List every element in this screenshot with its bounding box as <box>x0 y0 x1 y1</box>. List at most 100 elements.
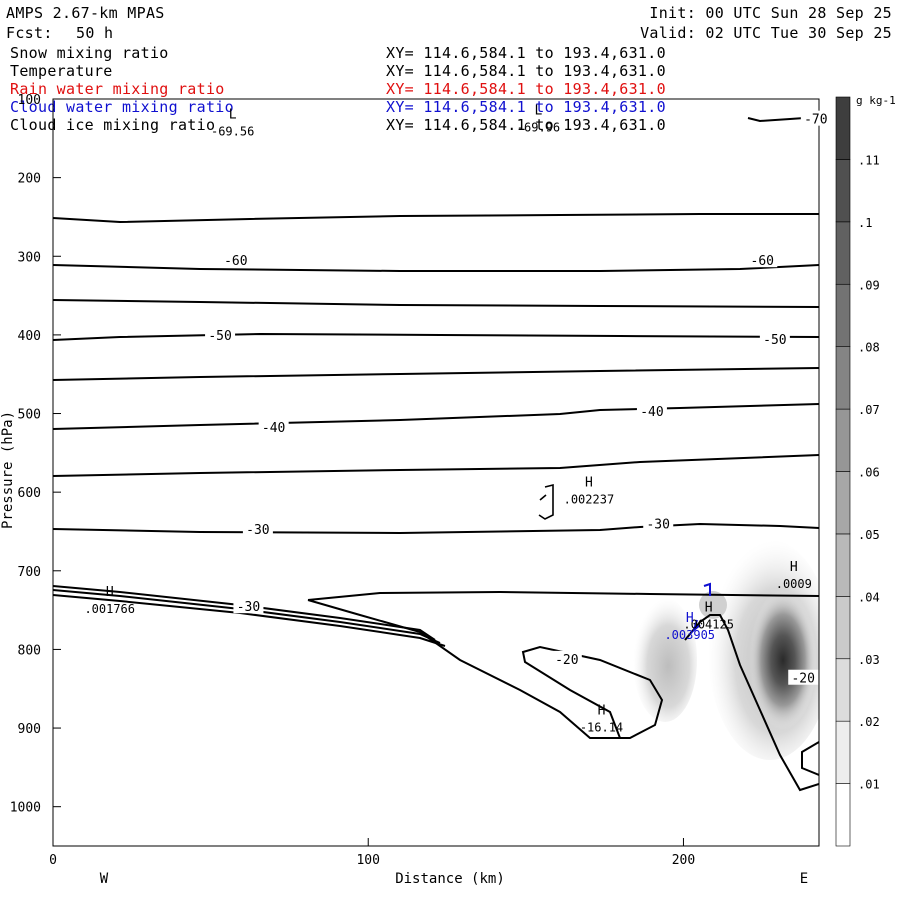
colorbar-swatch-8 <box>835 283 851 347</box>
isotherm-20-east <box>801 741 819 776</box>
x-tick-label-0: 0 <box>49 853 57 868</box>
contour-label-bg <box>636 403 667 419</box>
field-name-cloud-water: Cloud water mixing ratio <box>10 98 234 116</box>
y-tick-label-800: 800 <box>18 643 41 658</box>
extremum-mark-0: L <box>229 108 237 123</box>
shading-west-blob <box>633 598 697 722</box>
colorbar-swatch-1 <box>835 720 851 784</box>
shading-ridge-blob <box>699 591 727 619</box>
extremum-mark-4: H <box>790 560 798 575</box>
y-axis-ticks: 100 200 300 400 500 600 700 800 900 1000 <box>10 93 61 816</box>
extremum-mark-2: H <box>585 476 593 491</box>
extremum-value-1: -69.96 <box>517 121 560 135</box>
colorbar-label-1: .02 <box>858 715 880 729</box>
colorbar-label-2: .03 <box>858 653 880 667</box>
init-time: Init: 00 UTC Sun 28 Sep 25 <box>649 4 892 22</box>
contour-label-8: -30 <box>646 518 669 533</box>
field-name-temperature: Temperature <box>10 62 113 80</box>
cloud-ice-contour <box>538 483 554 520</box>
extremum-value-4: .0009 <box>776 577 812 591</box>
y-tick-label-1000: 1000 <box>10 801 41 816</box>
east-label: E <box>800 871 808 887</box>
extremum-mark-5: H <box>705 601 713 616</box>
colorbar-label-8: .09 <box>858 278 880 292</box>
temperature-contours <box>53 116 819 792</box>
terrain-line-1 <box>53 585 436 641</box>
contour-label-9: -30 <box>237 600 260 615</box>
model-title: AMPS 2.67-km MPAS <box>6 4 165 22</box>
mixing-ratio-shading <box>633 540 819 760</box>
contour-label-bg <box>220 252 251 268</box>
y-tick-label-900: 900 <box>18 722 41 737</box>
colorbar-swatch-11 <box>835 96 851 160</box>
field-xy-rain: XY= 114.6,584.1 to 193.4,631.0 <box>386 80 666 98</box>
contour-label-bg <box>258 418 289 434</box>
colorbar-swatch-10 <box>835 159 851 223</box>
colorbar-label-3: .04 <box>858 590 880 604</box>
contour-label-4: -50 <box>763 333 786 348</box>
cloud-water-arrow <box>692 619 701 633</box>
isotherm-50 <box>53 332 819 341</box>
colorbar-swatch-4 <box>835 533 851 597</box>
extremum-mark-3: H <box>106 585 114 600</box>
colorbar-swatch-0 <box>835 783 851 847</box>
contour-label-5: -40 <box>262 421 285 436</box>
y-tick-label-400: 400 <box>18 329 41 344</box>
contour-label-bg <box>242 521 273 537</box>
extremum-value-2: .002237 <box>564 493 615 507</box>
extremum-mark-6: H <box>686 611 694 626</box>
terrain-line-3 <box>53 594 446 647</box>
forecast-value: 50 h <box>76 24 114 42</box>
extremum-value-0: -69.56 <box>211 125 254 139</box>
colorbar-label-6: .07 <box>858 403 880 417</box>
colorbar-label-7: .08 <box>858 341 880 355</box>
field-name-cloud-ice: Cloud ice mixing ratio <box>10 116 216 134</box>
extremum-mark-7: H <box>598 704 606 719</box>
x-tick-label-200: 200 <box>672 853 695 868</box>
contour-label-bg <box>759 330 790 346</box>
isotherm-35 <box>53 454 819 477</box>
contour-labels: -70 -60 -60 -50 -50 -40 -40 -30 -30 -30 -20 -20 <box>205 110 831 687</box>
colorbar-swatch-7 <box>835 346 851 410</box>
isotherm-30-low <box>307 590 819 601</box>
y-tick-label-700: 700 <box>18 565 41 580</box>
contour-label-bg <box>747 252 778 268</box>
isotherm-60 <box>53 264 819 272</box>
colorbar-swatch-5 <box>835 471 851 535</box>
cloud-ice-contour-2 <box>539 494 547 501</box>
y-tick-label-300: 300 <box>18 250 41 265</box>
field-xy-cloud-water: XY= 114.6,584.1 to 193.4,631.0 <box>386 98 666 116</box>
shading-east-blob-core <box>749 590 817 730</box>
extremum-value-7: -16.14 <box>580 721 623 735</box>
y-tick-label-200: 200 <box>18 172 41 187</box>
contour-label-11: -20 <box>791 672 814 687</box>
cloud-water-contours <box>692 582 711 633</box>
colorbar-label-4: .05 <box>858 528 880 542</box>
forecast-label: Fcst: <box>6 24 53 42</box>
colorbar-label-10: .11 <box>858 153 880 167</box>
contour-label-bg <box>233 598 264 614</box>
cloud-water-loop <box>703 582 711 596</box>
contour-label-bg <box>551 650 582 666</box>
y-tick-label-100: 100 <box>18 93 41 108</box>
field-xy-cloud-ice: XY= 114.6,584.1 to 193.4,631.0 <box>386 116 666 134</box>
x-axis-label: Distance (km) <box>395 871 505 887</box>
colorbar: .01 .02 .03 .04 .05 .06 .07 .08 .09 .1 .11 g kg-1 <box>835 94 896 847</box>
contour-label-bg <box>643 515 674 531</box>
field-name-snow: Snow mixing ratio <box>10 44 169 62</box>
field-xy-temperature: XY= 114.6,584.1 to 193.4,631.0 <box>386 62 666 80</box>
extrema-labels: L-69.56L-69.96H.002237H.001766H.0009H.00… <box>84 104 811 735</box>
colorbar-swatch-9 <box>835 221 851 285</box>
contour-label-bg <box>800 110 831 126</box>
contour-label-0: -70 <box>804 113 827 128</box>
extremum-value-6: .003905 <box>664 628 715 642</box>
contour-label-7: -30 <box>246 523 269 538</box>
isotherm-55 <box>53 299 819 308</box>
colorbar-label-5: .06 <box>858 466 880 480</box>
colorbar-label-0: .01 <box>858 778 880 792</box>
plot-frame <box>52 98 820 847</box>
extremum-value-5: .004125 <box>683 618 734 632</box>
field-xy-snow: XY= 114.6,584.1 to 193.4,631.0 <box>386 44 666 62</box>
extremum-value-3: .001766 <box>84 602 135 616</box>
isotherm-20-ridge <box>684 614 819 792</box>
